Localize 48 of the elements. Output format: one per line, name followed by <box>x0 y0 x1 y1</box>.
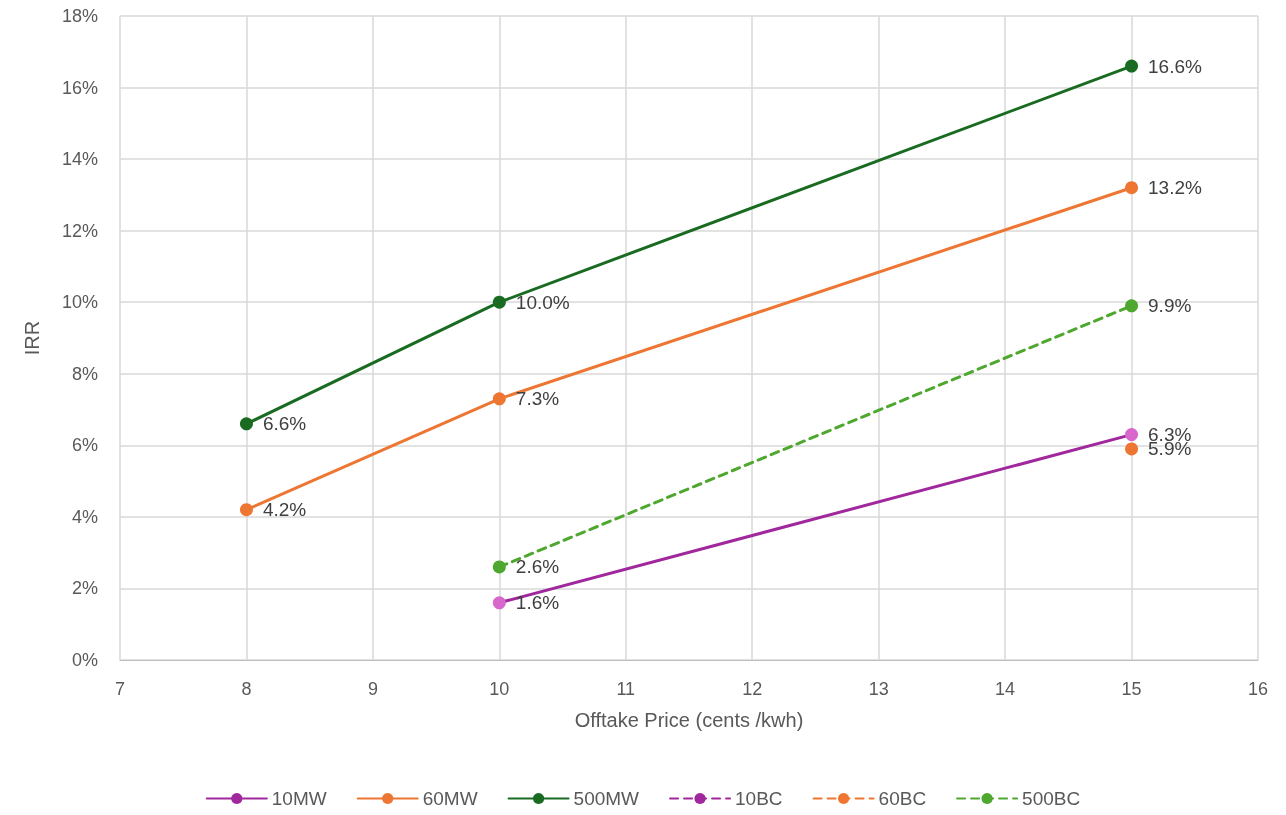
point <box>1125 59 1139 73</box>
point <box>239 503 253 517</box>
data-label: 4.2% <box>262 499 307 521</box>
y-axis-title: IRR <box>21 320 43 356</box>
y-tick-label: 18% <box>61 6 98 26</box>
y-tick-label: 4% <box>71 506 98 527</box>
data-label: 9.9% <box>1148 295 1192 317</box>
x-tick-label: 7 <box>114 679 126 699</box>
point <box>1125 442 1139 456</box>
y-tick-label: 8% <box>71 363 98 384</box>
data-label: 13.2% <box>1148 177 1203 199</box>
x-tick-label: 12 <box>742 679 763 699</box>
y-tick-label: 16% <box>61 77 98 98</box>
y-tick-label: 12% <box>61 220 98 241</box>
point <box>492 560 506 574</box>
legend-label: 10MW <box>271 788 327 809</box>
legend-label: 500BC <box>1022 788 1081 809</box>
point <box>239 417 253 431</box>
y-tick-label: 2% <box>71 578 98 599</box>
data-label: 6.6% <box>262 413 307 435</box>
point <box>492 295 506 309</box>
point <box>492 596 506 610</box>
legend-label: 10BC <box>735 788 783 809</box>
y-tick-label: 10% <box>61 292 98 313</box>
x-tick-label: 14 <box>995 679 1016 699</box>
point <box>492 392 506 406</box>
x-tick-label: 13 <box>868 679 889 699</box>
legend-label: 60BC <box>878 788 927 809</box>
data-label: 2.6% <box>515 556 560 578</box>
legend-label: 500MW <box>573 788 640 809</box>
x-tick-label: 11 <box>616 679 636 699</box>
x-tick-label: 8 <box>241 679 252 699</box>
x-tick-label: 9 <box>367 679 378 699</box>
x-tick-label: 15 <box>1121 679 1142 699</box>
data-label: 10.0% <box>515 291 570 313</box>
point <box>1125 299 1139 313</box>
y-tick-label: 6% <box>71 435 98 456</box>
data-label: 7.3% <box>515 388 560 410</box>
legend-label: 60MW <box>422 788 478 809</box>
point <box>1125 181 1139 195</box>
point <box>1125 428 1139 442</box>
x-tick-label: 16 <box>1247 679 1269 699</box>
y-tick-label: 0% <box>71 650 98 670</box>
data-label: 16.6% <box>1148 55 1203 77</box>
y-tick-label: 14% <box>61 149 98 170</box>
x-tick-label: 10 <box>489 679 510 699</box>
data-label: 1.6% <box>515 592 560 614</box>
x-axis-title: Offtake Price (cents /kwh) <box>574 709 804 731</box>
